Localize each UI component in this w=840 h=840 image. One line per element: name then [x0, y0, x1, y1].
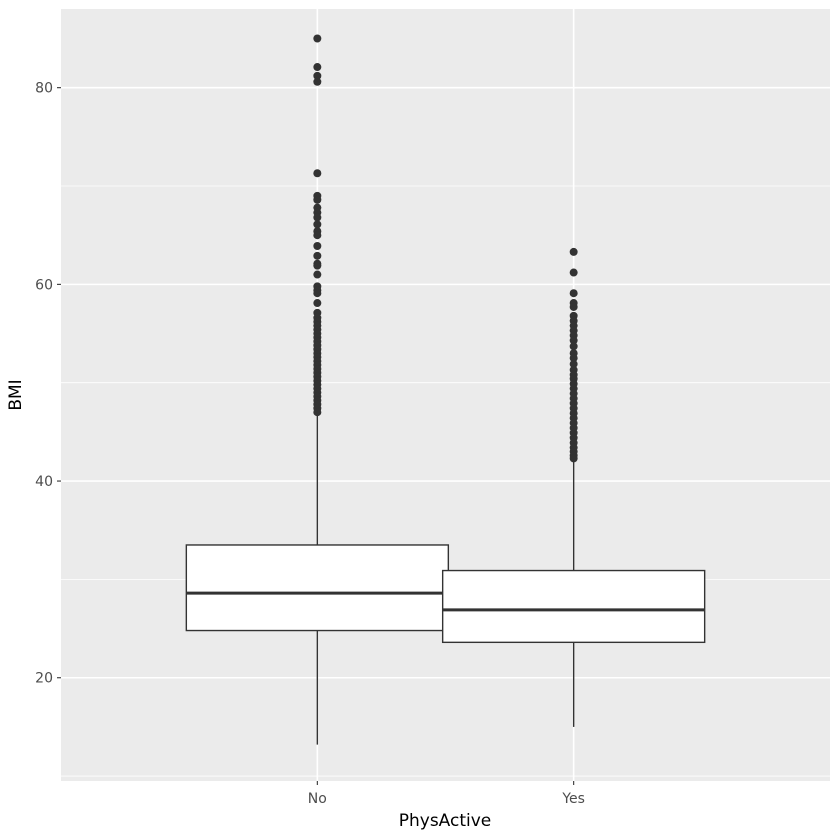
x-tick-label: Yes	[561, 791, 585, 807]
outlier-point	[313, 77, 322, 86]
y-tick-label: 20	[35, 671, 53, 687]
outlier-point	[313, 299, 322, 308]
outlier-point	[569, 454, 578, 463]
outlier-point	[569, 268, 578, 277]
interquartile-box	[441, 569, 706, 644]
outlier-point	[313, 251, 322, 260]
outlier-point	[569, 342, 578, 351]
outlier-point	[313, 71, 322, 80]
outlier-point	[569, 360, 578, 369]
x-tick-label: No	[308, 791, 327, 807]
outlier-point	[313, 169, 322, 178]
box-series	[185, 34, 706, 745]
y-tick-label: 60	[35, 277, 53, 293]
outlier-point	[313, 213, 322, 222]
y-tick-label: 40	[35, 474, 53, 490]
x-axis-ticks: No Yes	[308, 781, 585, 807]
plot-panel	[61, 9, 830, 781]
outlier-point	[313, 289, 322, 298]
outlier-point	[313, 242, 322, 251]
x-axis-title: PhysActive	[399, 811, 492, 831]
y-tick-label: 80	[35, 81, 53, 97]
outlier-point	[569, 302, 578, 311]
box-no	[185, 34, 450, 745]
outlier-point	[313, 261, 322, 270]
outlier-point	[313, 270, 322, 279]
outlier-point	[313, 63, 322, 72]
outlier-point	[569, 289, 578, 298]
box-yes	[441, 247, 706, 727]
outlier-point	[313, 195, 322, 204]
outlier-point	[313, 220, 322, 229]
outlier-point	[569, 354, 578, 363]
outlier-point	[313, 408, 322, 417]
outlier-point	[569, 247, 578, 256]
outlier-point	[569, 336, 578, 345]
y-axis-title: BMI	[6, 379, 26, 410]
interquartile-box	[185, 544, 450, 632]
y-axis-ticks: 20 40 60 80	[35, 81, 61, 687]
outlier-point	[313, 34, 322, 43]
outlier-point	[313, 231, 322, 240]
